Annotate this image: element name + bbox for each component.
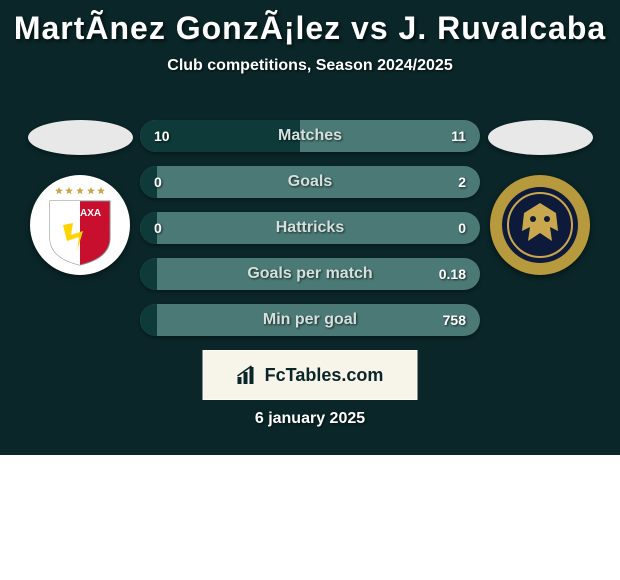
stat-label: Min per goal [263, 311, 357, 329]
brand-prefix: Fc [265, 365, 286, 385]
date-line: 6 january 2025 [0, 410, 620, 428]
pumas-badge-icon [500, 185, 580, 265]
stat-bar: 0 Goals 2 [140, 166, 480, 198]
player-left-club-badge: NECAXA [30, 175, 130, 275]
stat-fill-left [140, 258, 157, 290]
stat-label: Goals per match [247, 265, 372, 283]
stat-bar: Min per goal 758 [140, 304, 480, 336]
stat-value-left: 0 [154, 212, 162, 244]
page-title: MartÃ­nez GonzÃ¡lez vs J. Ruvalcaba [0, 0, 620, 47]
fctables-watermark: FcTables.com [203, 350, 418, 400]
right-column [480, 120, 600, 336]
stat-value-right: 0 [458, 212, 466, 244]
necaxa-shield-icon: NECAXA [45, 183, 115, 267]
stat-label: Hattricks [276, 219, 344, 237]
left-column: NECAXA [20, 120, 140, 336]
stat-value-right: 0.18 [439, 258, 466, 290]
stat-bar: Goals per match 0.18 [140, 258, 480, 290]
stat-bar: 10 Matches 11 [140, 120, 480, 152]
bar-chart-icon [237, 365, 259, 385]
stat-value-left: 10 [154, 120, 170, 152]
stat-value-left: 0 [154, 166, 162, 198]
player-right-avatar [488, 120, 593, 155]
stat-label: Matches [278, 127, 342, 145]
stat-value-right: 11 [451, 120, 466, 152]
stat-value-right: 2 [458, 166, 466, 198]
season-subtitle: Club competitions, Season 2024/2025 [0, 57, 620, 75]
player-right-club-badge [490, 175, 590, 275]
player-left-avatar [28, 120, 133, 155]
stat-column: 10 Matches 11 0 Goals 2 0 Hattricks 0 Goals per m… [140, 120, 480, 336]
stat-bar: 0 Hattricks 0 [140, 212, 480, 244]
stat-value-right: 758 [443, 304, 466, 336]
stat-label: Goals [288, 173, 332, 191]
brand-text: FcTables.com [265, 365, 384, 386]
stat-fill-left [140, 304, 157, 336]
stats-wrap: NECAXA 10 Matches 11 0 Goals 2 0 Hattricks 0 Goal… [0, 120, 620, 336]
svg-text:NECAXA: NECAXA [59, 208, 101, 219]
comparison-card: MartÃ­nez GonzÃ¡lez vs J. Ruvalcaba Club… [0, 0, 620, 455]
brand-rest: Tables.com [286, 365, 384, 385]
